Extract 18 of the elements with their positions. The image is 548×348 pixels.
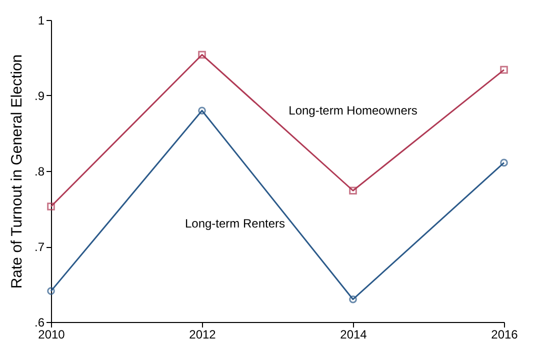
point xyxy=(500,66,508,74)
x-tick-label: 2010 xyxy=(38,328,66,342)
series-label: Long-term Renters xyxy=(184,216,286,231)
y-tick-label: 1 xyxy=(38,14,45,28)
y-tick-label: .8 xyxy=(34,164,45,178)
point xyxy=(198,106,206,115)
series-label: Long-term Homeowners xyxy=(288,104,418,118)
point xyxy=(47,202,55,210)
x-tick-label: 2016 xyxy=(491,328,518,342)
y-axis-title: Rate of Turnout in General Election xyxy=(8,54,26,289)
point xyxy=(198,50,206,59)
y-tick-label: .6 xyxy=(34,316,45,330)
point xyxy=(349,295,357,304)
x-tick-label: 2012 xyxy=(189,328,216,342)
x-tick-label: 2014 xyxy=(340,328,368,342)
y-tick-label: .9 xyxy=(34,89,45,103)
y-tick-label: .7 xyxy=(34,240,45,254)
point xyxy=(349,186,357,195)
